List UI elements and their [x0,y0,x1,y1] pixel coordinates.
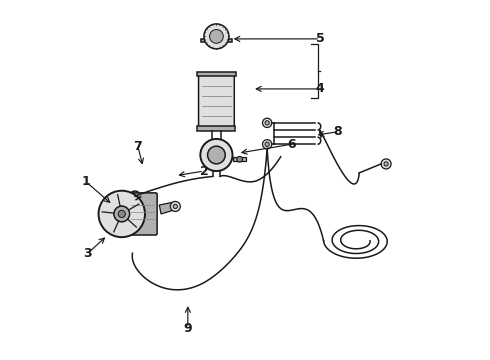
Bar [201,39,232,42]
Circle shape [98,191,145,237]
Text: 4: 4 [316,82,324,95]
Circle shape [129,191,141,203]
Text: 6: 6 [287,138,296,151]
Polygon shape [159,202,173,214]
Text: 3: 3 [83,247,92,260]
Bar [233,157,245,161]
Circle shape [200,139,232,171]
Text: 9: 9 [184,322,192,335]
Circle shape [171,202,180,211]
Circle shape [381,159,391,169]
Circle shape [132,194,138,199]
Circle shape [265,121,270,125]
Bar [197,72,236,76]
Text: 1: 1 [82,175,91,188]
Circle shape [210,30,223,43]
Circle shape [118,210,125,217]
FancyBboxPatch shape [198,75,234,128]
Bar [197,126,235,131]
Circle shape [114,206,130,222]
Circle shape [208,146,225,164]
Text: 2: 2 [199,165,208,177]
Circle shape [173,204,177,208]
Circle shape [204,24,229,49]
Circle shape [384,162,388,166]
Circle shape [265,142,270,147]
Circle shape [263,118,272,127]
Text: 5: 5 [316,32,324,45]
Text: 8: 8 [334,125,342,138]
Text: 7: 7 [133,140,142,153]
Circle shape [237,157,243,162]
FancyBboxPatch shape [124,193,157,235]
Circle shape [263,140,272,149]
